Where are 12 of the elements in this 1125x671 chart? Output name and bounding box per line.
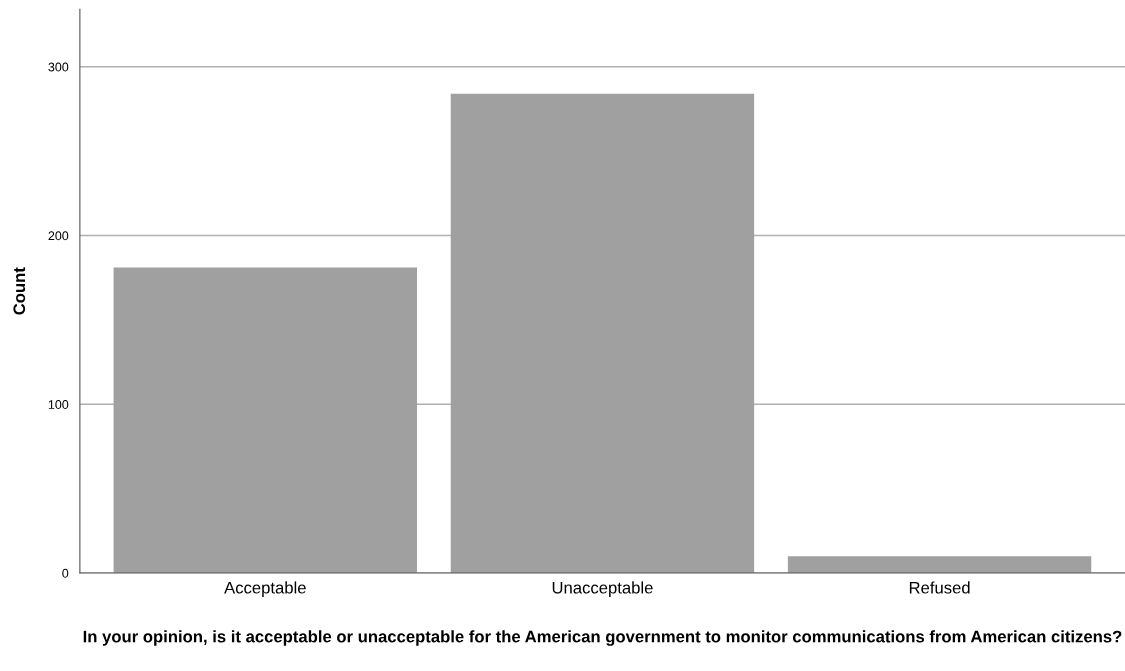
x-tick-label: Refused — [909, 581, 970, 594]
bar — [113, 267, 418, 574]
x-axis-title: In your opinion, is it acceptable or unacceptable for the American government to monitor communications from American citizens? — [83, 630, 1122, 646]
y-tick-label: 200 — [48, 231, 69, 241]
x-tick-label: Acceptable — [224, 581, 306, 597]
y-axis-title: Count — [13, 267, 26, 315]
x-tick-label: Unacceptable — [552, 581, 653, 597]
y-tick-label: 0 — [62, 568, 69, 578]
bar — [787, 556, 1092, 574]
y-tick-label: 100 — [48, 400, 69, 409]
bar — [450, 93, 755, 574]
y-tick-label: 300 — [48, 62, 69, 72]
